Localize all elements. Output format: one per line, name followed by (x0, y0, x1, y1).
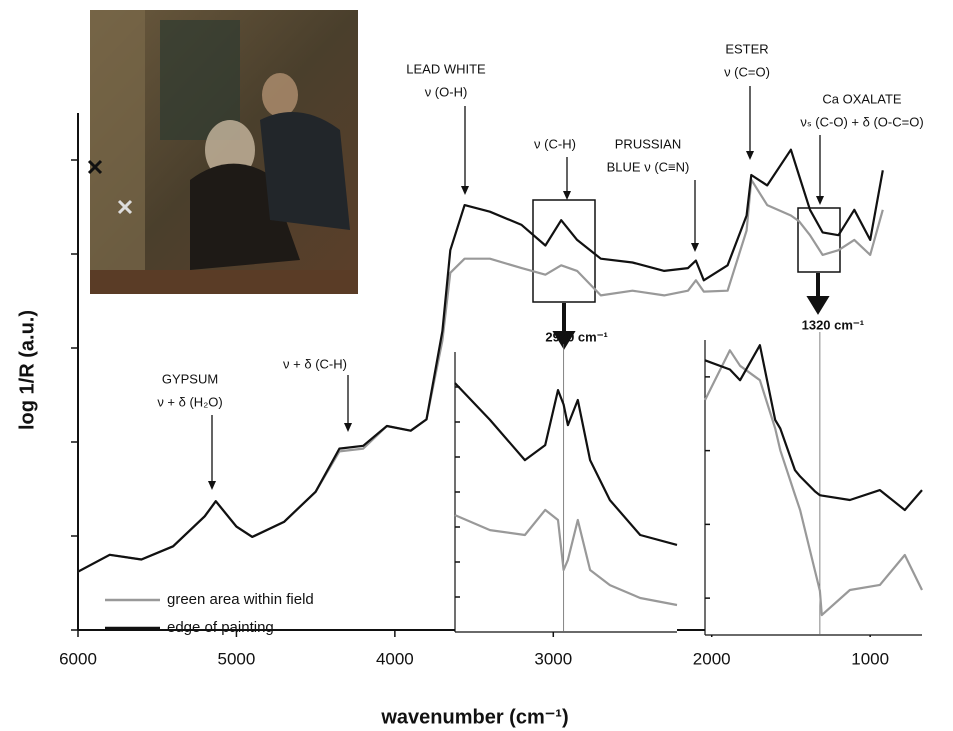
x-tick-label: 5000 (218, 649, 256, 668)
annotation-text: ν + δ (C-H) (283, 356, 347, 371)
annotation-text: ν (C=O) (724, 64, 770, 79)
annotation-text: ν (C-H) (534, 136, 576, 151)
annotation-arrowhead (208, 481, 216, 490)
annotation-text: GYPSUM (162, 371, 218, 386)
annotation-arrowhead (816, 196, 824, 205)
annotation-text: ν (O-H) (425, 84, 468, 99)
x-tick-label: 1000 (851, 649, 889, 668)
annotation-text: PRUSSIAN (615, 136, 681, 151)
annotation-text: Ca OXALATE (822, 91, 902, 106)
annotation-arrowhead (746, 151, 754, 160)
annotation-text: ν + δ (H₂O) (157, 394, 222, 409)
annotation-arrowhead (344, 423, 352, 432)
annotation-text: ESTER (725, 41, 768, 56)
annotation-text: νₛ (C-O) + δ (O-C=O) (800, 114, 923, 129)
reference-label: 2920 cm⁻¹ (545, 329, 608, 344)
y-axis-title: log 1/R (a.u.) (16, 310, 38, 430)
painting-photo (87, 10, 358, 294)
series-line (77, 148, 884, 573)
annotation-arrowhead (563, 191, 571, 200)
inset-background (455, 352, 677, 632)
x-axis-title: wavenumber (cm⁻¹) (380, 706, 568, 728)
x-tick-label: 6000 (59, 649, 97, 668)
series-line (454, 508, 678, 607)
legend-label: edge of painting (167, 619, 274, 636)
series-line (454, 382, 678, 546)
inset-background (705, 340, 922, 635)
reference-label: 1320 cm⁻¹ (802, 317, 865, 332)
legend-label: green area within field (167, 591, 314, 608)
x-tick-label: 3000 (534, 649, 572, 668)
x-tick-label: 2000 (693, 649, 731, 668)
series-line (704, 344, 923, 512)
annotation-text: LEAD WHITE (406, 61, 486, 76)
annotation-arrowhead (461, 186, 469, 195)
x-tick-label: 4000 (376, 649, 414, 668)
annotation-text: BLUE ν (C≡N) (607, 159, 690, 174)
highlight-boxes (532, 199, 841, 350)
annotation-arrowhead (691, 243, 699, 252)
